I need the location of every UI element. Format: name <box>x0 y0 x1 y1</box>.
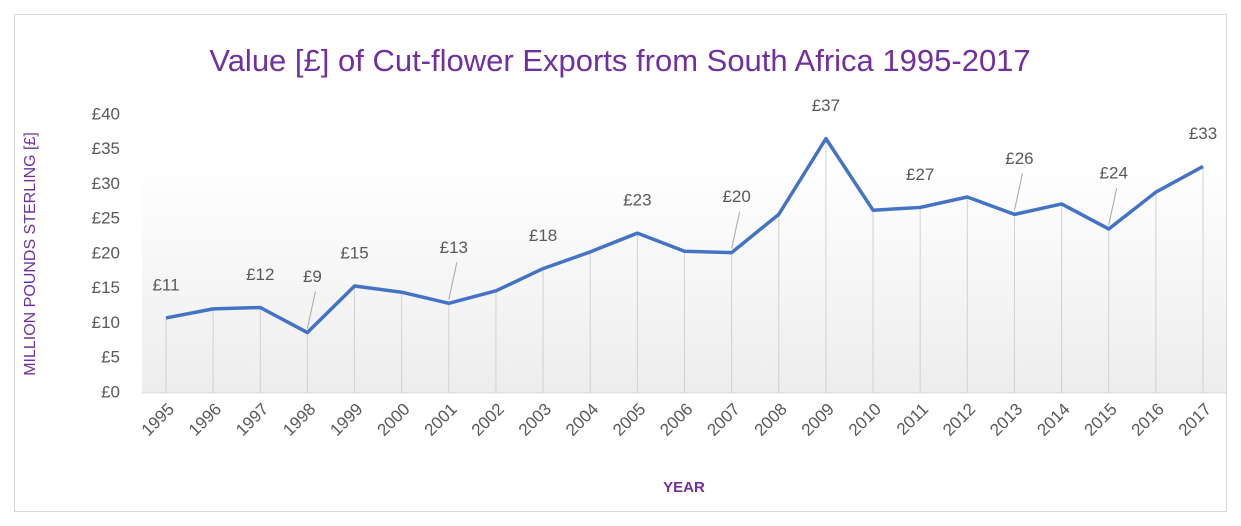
data-label: £23 <box>623 191 651 210</box>
data-label: £11 <box>152 275 179 294</box>
data-label: £20 <box>722 187 750 206</box>
y-tick-label: £40 <box>92 104 120 123</box>
y-tick-label: £35 <box>92 139 120 158</box>
y-axis-label: MILLION POUNDS STERLING [£] <box>22 132 39 376</box>
y-tick-label: £0 <box>101 382 120 401</box>
y-tick-label: £10 <box>92 313 120 332</box>
data-label: £33 <box>1189 124 1217 143</box>
leader-line <box>731 211 741 249</box>
chart-title: Value [£] of Cut-flower Exports from Sou… <box>209 43 1030 78</box>
data-label: £37 <box>812 96 840 115</box>
leader-line <box>1108 187 1118 226</box>
y-tick-label: £20 <box>92 243 120 262</box>
data-label: £27 <box>906 165 934 184</box>
y-tick-label: £15 <box>92 278 120 297</box>
data-label: £15 <box>340 243 368 262</box>
y-tick-label: £5 <box>101 348 120 367</box>
data-label: £18 <box>529 226 557 245</box>
x-axis-label: YEAR <box>663 479 705 496</box>
data-label: £12 <box>246 265 274 284</box>
leader-line <box>306 291 316 329</box>
data-line <box>165 136 1204 335</box>
data-label: £26 <box>1005 149 1033 168</box>
data-label: £9 <box>303 267 322 286</box>
y-tick-label: £30 <box>92 174 120 193</box>
data-label: £24 <box>1100 163 1128 182</box>
data-label: £13 <box>440 238 468 257</box>
y-tick-label: £25 <box>92 209 120 228</box>
leader-line <box>448 262 458 300</box>
leader-line <box>1013 173 1023 211</box>
